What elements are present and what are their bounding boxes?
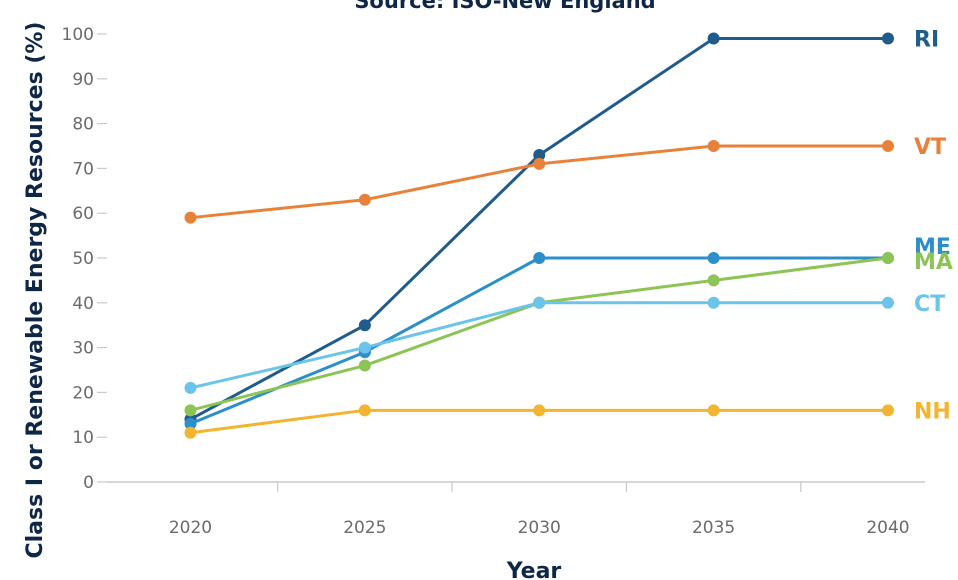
series-label: VT (914, 135, 946, 160)
data-point (533, 158, 545, 170)
series-line (191, 38, 889, 419)
y-tick-label: 30 (72, 339, 94, 359)
y-tick-label: 50 (72, 249, 94, 269)
series-label: MA (914, 250, 953, 275)
x-tick-label: 2030 (518, 518, 561, 538)
series-ri: RI (185, 27, 940, 425)
series-line (191, 303, 889, 388)
y-tick-label: 0 (83, 473, 94, 493)
y-tick-label: 40 (72, 294, 94, 314)
y-tick-label: 20 (72, 383, 94, 403)
y-axis-title: Class I or Renewable Energy Resources (%… (23, 22, 48, 559)
data-point (708, 252, 720, 264)
data-point (185, 382, 197, 394)
data-point (185, 427, 197, 439)
data-point (359, 319, 371, 331)
data-point (185, 404, 197, 416)
x-tick-label: 2040 (866, 518, 909, 538)
data-point (882, 140, 894, 152)
data-point (533, 404, 545, 416)
data-point (882, 32, 894, 44)
series-vt: VT (185, 135, 947, 224)
data-point (533, 252, 545, 264)
y-tick-label: 60 (72, 204, 94, 224)
data-point (359, 194, 371, 206)
x-tick-label: 2035 (692, 518, 735, 538)
data-point (708, 274, 720, 286)
x-tick-label: 2025 (343, 518, 386, 538)
y-tick-label: 100 (62, 25, 94, 45)
data-point (882, 404, 894, 416)
data-point (533, 297, 545, 309)
x-axis-title: Year (506, 559, 562, 580)
chart-title: Source: ISO-New England (354, 0, 655, 13)
series-label: RI (914, 27, 939, 52)
y-tick-label: 90 (72, 70, 94, 90)
data-point (882, 252, 894, 264)
data-point (882, 297, 894, 309)
data-point (708, 404, 720, 416)
data-point (359, 342, 371, 354)
data-point (708, 297, 720, 309)
series-ma: MA (185, 250, 953, 416)
series-nh: NH (185, 399, 951, 438)
series-label: CT (914, 292, 945, 317)
series-line (191, 258, 889, 410)
series-label: NH (914, 399, 951, 424)
y-tick-label: 70 (72, 159, 94, 179)
series-line (191, 258, 889, 424)
x-tick-label: 2020 (169, 518, 212, 538)
data-point (708, 140, 720, 152)
y-tick-label: 10 (72, 428, 94, 448)
data-point (359, 360, 371, 372)
data-point (708, 32, 720, 44)
data-point (359, 404, 371, 416)
y-tick-label: 80 (72, 115, 94, 135)
data-point (185, 212, 197, 224)
